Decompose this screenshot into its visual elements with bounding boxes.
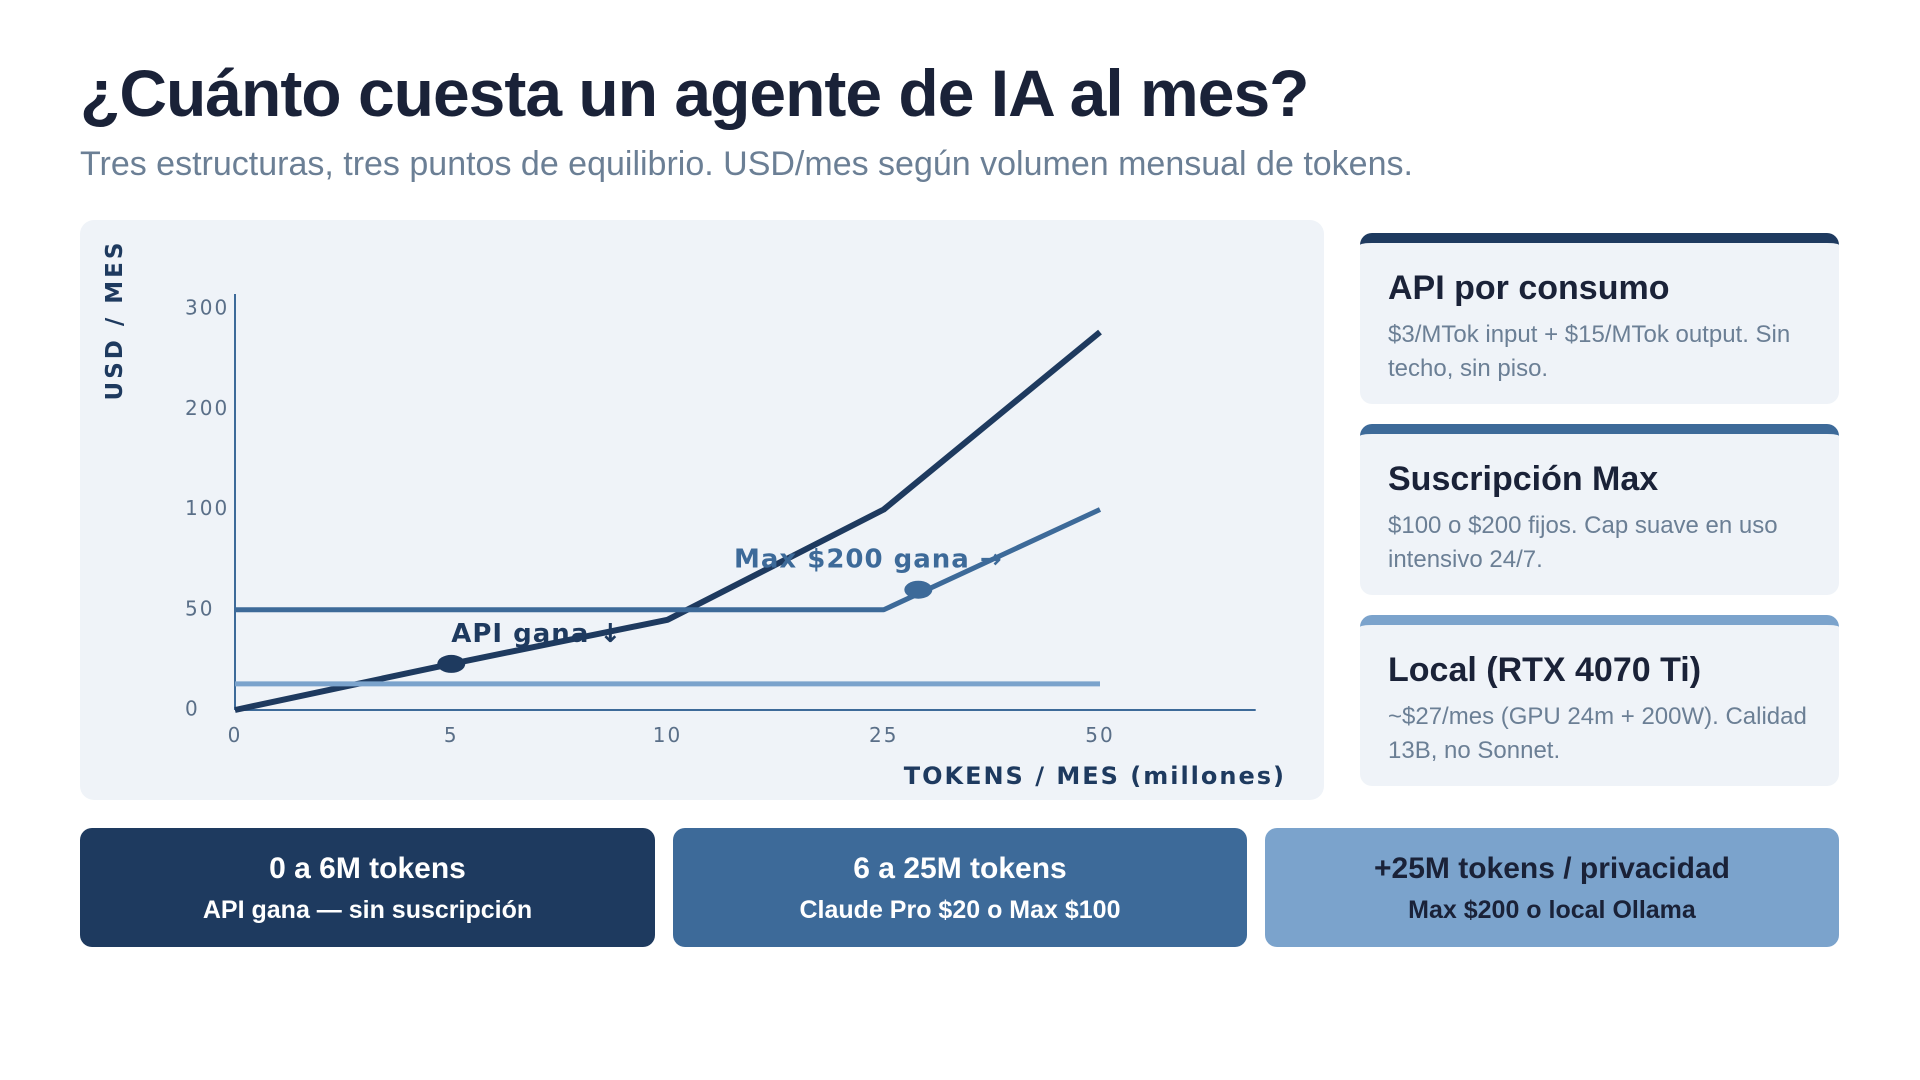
summary-box: 0 a 6M tokens API gana — sin suscripción <box>80 828 655 947</box>
card: API por consumo $3/MTok input + $15/MTok… <box>1360 233 1839 404</box>
annotation-dot <box>437 654 466 673</box>
x-tick-label: 50 <box>1085 723 1114 747</box>
x-axis-label: TOKENS / MES (millones) <box>904 762 1286 790</box>
card-text: $3/MTok input + $15/MTok output. Sin tec… <box>1388 321 1791 382</box>
title: ¿Cuánto cuesta un agente de IA al mes? <box>80 56 1309 130</box>
y-tick-label: 100 <box>185 496 229 520</box>
y-tick-label: 50 <box>185 596 214 620</box>
summary-title: 6 a 25M tokens <box>853 852 1067 885</box>
x-tick-label: 0 <box>228 723 243 747</box>
series-line <box>234 329 1102 713</box>
summary-box: +25M tokens / privacidad Max $200 o loca… <box>1265 828 1839 947</box>
summary-text: Claude Pro $20 o Max $100 <box>799 896 1121 924</box>
annotation-dot <box>904 580 933 599</box>
card-title: Local (RTX 4070 Ti) <box>1388 651 1702 689</box>
card-title: API por consumo <box>1388 269 1670 307</box>
y-tick-label: 300 <box>185 296 229 320</box>
summary-title: +25M tokens / privacidad <box>1374 852 1730 885</box>
x-tick-label: 25 <box>869 723 898 747</box>
subtitle: Tres estructuras, tres puntos de equilib… <box>80 145 1413 183</box>
annotation: API gana ↓ <box>451 619 622 649</box>
x-tick-label: 10 <box>653 723 682 747</box>
y-tick-label: 0 <box>185 697 200 721</box>
card: Suscripción Max $100 o $200 fijos. Cap s… <box>1360 424 1839 595</box>
y-axis-label: USD / MES <box>102 240 128 401</box>
summary-box: 6 a 25M tokens Claude Pro $20 o Max $100 <box>673 828 1247 947</box>
card: Local (RTX 4070 Ti) ~$27/mes (GPU 24m + … <box>1360 615 1839 786</box>
series-line <box>235 507 1102 613</box>
card-title: Suscripción Max <box>1388 460 1659 498</box>
annotation: Max $200 gana → <box>734 545 1003 575</box>
y-tick-label: 200 <box>185 396 229 420</box>
card-text: $100 o $200 fijos. Cap suave en uso inte… <box>1388 512 1778 573</box>
x-tick-label: 5 <box>444 723 459 747</box>
summary-title: 0 a 6M tokens <box>269 852 466 885</box>
card-text: ~$27/mes (GPU 24m + 200W). Calidad 13B, … <box>1388 703 1807 764</box>
summary-text: Max $200 o local Ollama <box>1408 896 1696 924</box>
chart-panel <box>80 220 1324 800</box>
summary-text: API gana — sin suscripción <box>202 896 533 924</box>
